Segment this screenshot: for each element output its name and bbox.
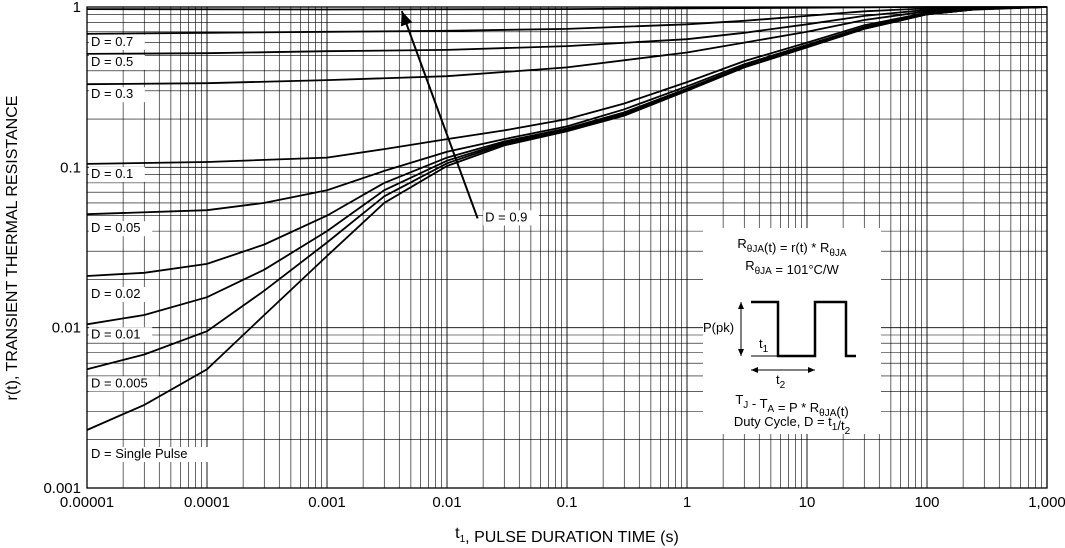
curves	[86, 6, 1048, 431]
inset-line2: RθJA = 101°C/W	[745, 258, 839, 277]
curve-d-0-5	[86, 6, 1048, 55]
curve-label: D = 0.7	[91, 34, 133, 49]
x-tick-label: 10	[799, 494, 816, 511]
curve-d-0-3	[86, 6, 1048, 86]
x-tick-label: 100	[914, 494, 939, 511]
curve-label: D = 0.005	[91, 375, 148, 390]
curve-label: D = 0.3	[91, 86, 133, 101]
curve-label: D = 0.5	[91, 54, 133, 69]
curve-label-bg	[89, 34, 145, 50]
curve-label: D = 0.05	[91, 220, 141, 235]
tick-labels: 0.00001 0.0001 0.001 0.01 0.1 1 10 100 1,000 0.00…	[43, 0, 1065, 511]
ppk-arrow-down	[738, 349, 744, 356]
arrow-line	[400, 10, 479, 219]
curve-label-bg	[89, 87, 145, 103]
curve-d-0-7	[86, 6, 1048, 35]
t2-label: t2	[776, 372, 786, 391]
grid-lines	[86, 7, 1047, 489]
curve-label: D = 0.9	[485, 209, 527, 224]
x-tick-label: 0.1	[557, 494, 578, 511]
t1-label: t1	[759, 336, 769, 355]
inset-background	[703, 228, 881, 434]
curve-label-bg	[89, 54, 145, 70]
x-tick-label: 0.0001	[184, 494, 230, 511]
curve-label: D = 0.02	[91, 286, 141, 301]
inset-line1: RθJA(t) = r(t) * RθJA	[737, 236, 847, 259]
x-tick-label: 0.001	[308, 494, 346, 511]
curve-label-bg	[89, 287, 153, 303]
y-tick-label: 0.1	[60, 159, 81, 176]
y-tick-label: 0.01	[52, 320, 81, 337]
x-axis-title: t1, PULSE DURATION TIME (s)	[455, 525, 679, 546]
x-tick-label: 0.01	[432, 494, 461, 511]
curve-label-bg	[89, 327, 153, 343]
curve-label-bg	[89, 447, 212, 463]
curve-labels: D = 0.7 D = 0.5 D = 0.3 D = 0.1 D = 0.05 D = …	[89, 34, 539, 463]
curve-label: D = 0.01	[91, 326, 141, 341]
t2-arrow-right	[808, 367, 815, 373]
curve-label: D = Single Pulse	[91, 446, 187, 461]
curve-label-bg	[483, 210, 539, 226]
curve-label-bg	[89, 376, 160, 392]
curve-label: D = 0.1	[91, 166, 133, 181]
y-tick-label: 0.001	[43, 480, 81, 497]
curve-label-bg	[89, 221, 153, 237]
t2-arrow-left	[751, 367, 758, 373]
x-tick-label: 0.00001	[60, 494, 114, 511]
arrow-head	[400, 11, 413, 27]
ppk-arrow-up	[738, 302, 744, 309]
y-tick-label: 1	[73, 0, 81, 16]
curve-d-0-1	[86, 6, 1048, 165]
y-axis-title: r(t), TRANSIENT THERMAL RESISTANCE	[4, 96, 21, 401]
ppk-label: P(pk)	[703, 320, 734, 335]
pulse-waveform	[751, 300, 856, 358]
inset-line4: Duty Cycle, D = t1/t2	[734, 414, 851, 437]
x-tick-label: 1,000	[1028, 494, 1065, 511]
inset-line3: TJ - TA = P * RθJA(t)	[735, 392, 848, 419]
x-tick-label: 1	[683, 494, 691, 511]
curve-d-single-pulse	[86, 6, 1048, 431]
plot-frame	[86, 6, 1048, 489]
duty-arrow	[400, 10, 479, 219]
curve-label-bg	[89, 166, 145, 182]
